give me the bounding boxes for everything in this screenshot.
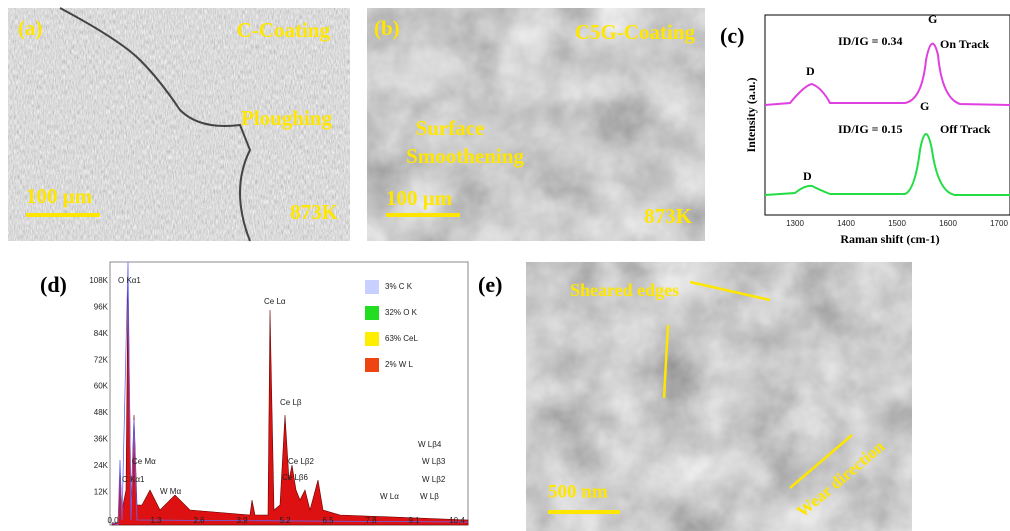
y-tick-label: 36K <box>94 435 109 444</box>
raman-on-track <box>765 44 1010 105</box>
temperature: 873K <box>290 200 339 224</box>
peak-label: Ce Lβ <box>280 398 302 407</box>
y-tick-label: 60K <box>94 382 109 391</box>
peak-label: G <box>928 12 937 26</box>
scale-label: 100 μm <box>386 186 453 210</box>
y-tick-label: 12K <box>94 487 109 496</box>
title: C5G-Coating <box>575 20 696 44</box>
peak-label: C Kα1 <box>122 475 145 484</box>
x-axis-title: Raman shift (cm-1) <box>840 232 939 246</box>
x-tick-label: 1600 <box>939 219 957 228</box>
annotation: Surface <box>416 116 485 140</box>
y-tick-label: 48K <box>94 408 109 417</box>
y-tick-label: 84K <box>94 329 109 338</box>
panel-label: (b) <box>374 16 400 40</box>
x-tick-label: 1300 <box>786 219 804 228</box>
legend-swatch <box>365 306 379 320</box>
x-tick-label: 3.9 <box>236 516 248 525</box>
x-tick-label: 2.6 <box>193 516 205 525</box>
figure: (a) C-Coating Ploughing 100 μm 873K (b) C5G-Co… <box>0 0 1010 531</box>
y-axis-title: Intensity (a.u.) <box>744 77 758 152</box>
y-tick-label: 108K <box>89 276 108 285</box>
title: C-Coating <box>237 18 331 42</box>
temperature: 873K <box>644 204 693 228</box>
x-tick-label: 5.2 <box>279 516 291 525</box>
x-tick-label: 6.5 <box>322 516 334 525</box>
legend-swatch <box>365 332 379 346</box>
peak-label: Ce Lβ6 <box>282 473 309 482</box>
peak-label: G <box>920 99 929 113</box>
legend-swatch <box>365 358 379 372</box>
x-tick-label: 10.4 <box>449 516 465 525</box>
peak-label: D <box>803 169 812 183</box>
peak-label: D <box>806 64 815 78</box>
series-name: On Track <box>940 37 990 51</box>
x-tick-label: 0.0 <box>107 516 119 525</box>
y-tick-label: 96K <box>94 303 109 312</box>
scale-label: 500 nm <box>548 481 608 502</box>
x-tick-label: 1400 <box>837 219 855 228</box>
legend-label: 2% W L <box>385 360 414 369</box>
x-tick-label: 9.1 <box>408 516 420 525</box>
peak-label: W Lβ <box>420 492 439 501</box>
legend-swatch <box>365 280 379 294</box>
panel-label: (e) <box>478 272 502 297</box>
panel-label: (d) <box>40 272 67 297</box>
peak-label: O Kα1 <box>118 276 141 285</box>
annotation: Sheared edges <box>570 280 679 300</box>
x-tick-label: 1700 <box>990 219 1008 228</box>
x-tick-label: 1500 <box>888 219 906 228</box>
x-tick-label: 1.3 <box>150 516 162 525</box>
peak-label: Ce Lα <box>264 297 286 306</box>
series-name: Off Track <box>940 122 991 136</box>
peak-label: W Lβ4 <box>418 440 442 449</box>
ratio: ID/IG = 0.34 <box>838 34 903 48</box>
panel-label: (a) <box>18 16 43 40</box>
peak-label: Ce Lβ2 <box>288 457 315 466</box>
legend-label: 3% C K <box>385 282 413 291</box>
legend-label: 32% O K <box>385 308 418 317</box>
raman-off-track <box>765 134 1010 195</box>
annotation: Ploughing <box>241 106 333 130</box>
peak-label: W Mα <box>160 487 181 496</box>
annotation: Smoothening <box>406 144 524 168</box>
peak-label: W Lβ3 <box>422 457 446 466</box>
x-tick-label: 7.8 <box>365 516 377 525</box>
peak-label: W Lβ2 <box>422 475 446 484</box>
peak-label: Ce Mα <box>132 457 156 466</box>
y-tick-label: 24K <box>94 461 109 470</box>
ratio: ID/IG = 0.15 <box>838 122 903 136</box>
legend-label: 63% CeL <box>385 334 418 343</box>
peak-label: W Lα <box>380 492 399 501</box>
y-tick-label: 72K <box>94 355 109 364</box>
panel-label: (c) <box>720 23 744 48</box>
scale-label: 100 μm <box>26 184 93 208</box>
